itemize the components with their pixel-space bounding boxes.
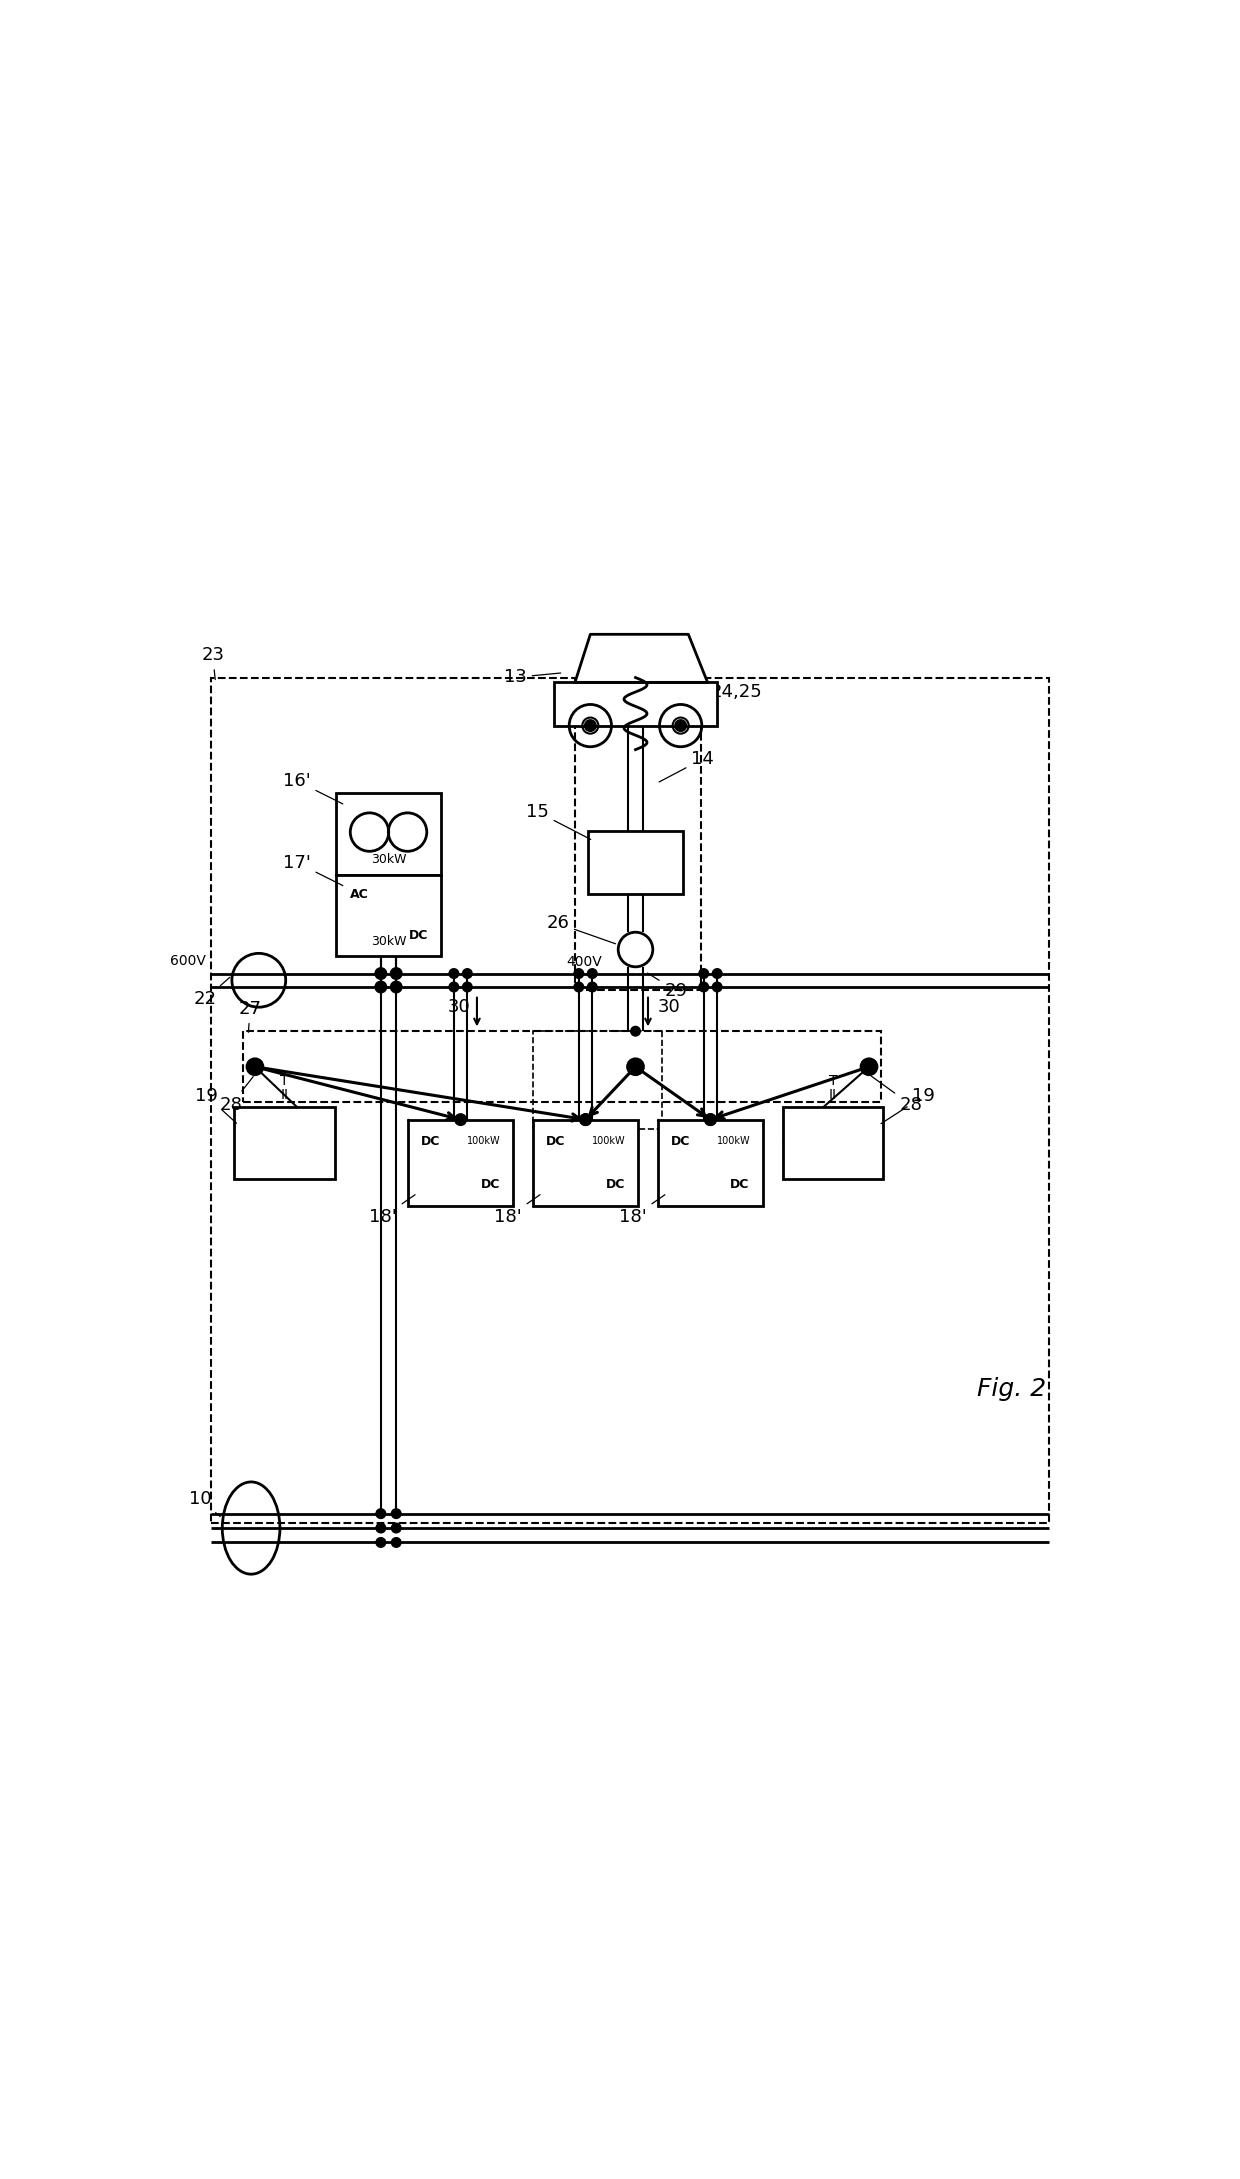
Text: T: T — [828, 1074, 837, 1087]
Text: 18': 18' — [619, 1194, 665, 1227]
Bar — [408, 1120, 513, 1207]
Text: 100kW: 100kW — [467, 1135, 501, 1146]
Circle shape — [574, 983, 584, 991]
Circle shape — [374, 981, 387, 994]
Text: 400V: 400V — [567, 954, 601, 970]
Circle shape — [449, 983, 459, 991]
Text: DC: DC — [408, 928, 428, 941]
Circle shape — [376, 1538, 386, 1547]
Text: 15: 15 — [526, 802, 590, 839]
Text: Fig. 2: Fig. 2 — [977, 1377, 1045, 1401]
Circle shape — [247, 1059, 264, 1076]
Bar — [589, 832, 682, 893]
Bar — [336, 793, 441, 874]
Polygon shape — [575, 634, 708, 682]
Circle shape — [713, 983, 722, 991]
Text: 18': 18' — [370, 1194, 415, 1227]
Text: DC: DC — [547, 1135, 565, 1148]
Text: 13: 13 — [503, 669, 560, 686]
Circle shape — [374, 967, 387, 978]
Circle shape — [861, 1059, 878, 1076]
Circle shape — [584, 719, 596, 732]
Circle shape — [631, 1026, 640, 1035]
Circle shape — [449, 970, 459, 978]
Bar — [575, 678, 701, 989]
Text: DC: DC — [422, 1135, 440, 1148]
Circle shape — [392, 1523, 401, 1532]
Text: DC: DC — [481, 1179, 500, 1192]
Circle shape — [391, 981, 402, 994]
Text: 10: 10 — [188, 1490, 221, 1517]
Text: 30: 30 — [448, 998, 471, 1015]
Bar — [336, 874, 441, 957]
Circle shape — [713, 970, 722, 978]
Text: 23: 23 — [201, 647, 224, 680]
Text: 22: 22 — [193, 978, 229, 1009]
Text: DC: DC — [605, 1179, 625, 1192]
Circle shape — [463, 970, 472, 978]
Text: T: T — [280, 1074, 289, 1087]
Text: 30: 30 — [657, 998, 681, 1015]
Circle shape — [704, 1113, 717, 1124]
Bar — [657, 1120, 764, 1207]
Text: 27: 27 — [238, 1000, 262, 1033]
Circle shape — [391, 967, 402, 978]
Bar — [234, 1107, 335, 1179]
Text: DC: DC — [730, 1179, 750, 1192]
Circle shape — [588, 970, 596, 978]
Circle shape — [376, 1523, 386, 1532]
Circle shape — [392, 1538, 401, 1547]
Text: 100kW: 100kW — [591, 1135, 626, 1146]
Bar — [533, 1031, 662, 1129]
Circle shape — [627, 1059, 644, 1076]
Circle shape — [463, 983, 472, 991]
Text: 30kW: 30kW — [371, 935, 407, 948]
Circle shape — [580, 1113, 591, 1124]
Text: 17': 17' — [283, 854, 342, 885]
Circle shape — [392, 1508, 401, 1519]
Text: 28: 28 — [219, 1076, 253, 1113]
Text: 19: 19 — [196, 1087, 237, 1122]
Text: 29: 29 — [647, 974, 687, 1000]
Text: II: II — [280, 1087, 288, 1103]
Circle shape — [574, 970, 584, 978]
Bar — [243, 1031, 880, 1103]
Text: 28: 28 — [872, 1076, 923, 1113]
Text: 16': 16' — [283, 771, 342, 804]
Text: DC: DC — [671, 1135, 691, 1148]
Circle shape — [588, 983, 596, 991]
Circle shape — [704, 1113, 717, 1124]
Text: 24,25: 24,25 — [703, 682, 763, 715]
Text: 14: 14 — [660, 750, 714, 782]
Text: II: II — [830, 1087, 837, 1103]
Circle shape — [376, 1508, 386, 1519]
Bar — [211, 678, 1049, 1523]
Circle shape — [699, 983, 708, 991]
Text: 26: 26 — [546, 915, 615, 944]
Bar — [533, 1120, 639, 1207]
Text: 100kW: 100kW — [717, 1135, 750, 1146]
Text: 30kW: 30kW — [371, 854, 407, 867]
Text: 19: 19 — [880, 1087, 935, 1124]
Circle shape — [699, 970, 708, 978]
Text: AC: AC — [350, 889, 368, 902]
Bar — [782, 1107, 883, 1179]
Text: 600V: 600V — [170, 954, 206, 967]
Circle shape — [675, 719, 687, 732]
Circle shape — [455, 1113, 466, 1124]
Circle shape — [580, 1113, 591, 1124]
Text: 18': 18' — [495, 1194, 539, 1227]
Bar — [554, 682, 717, 726]
